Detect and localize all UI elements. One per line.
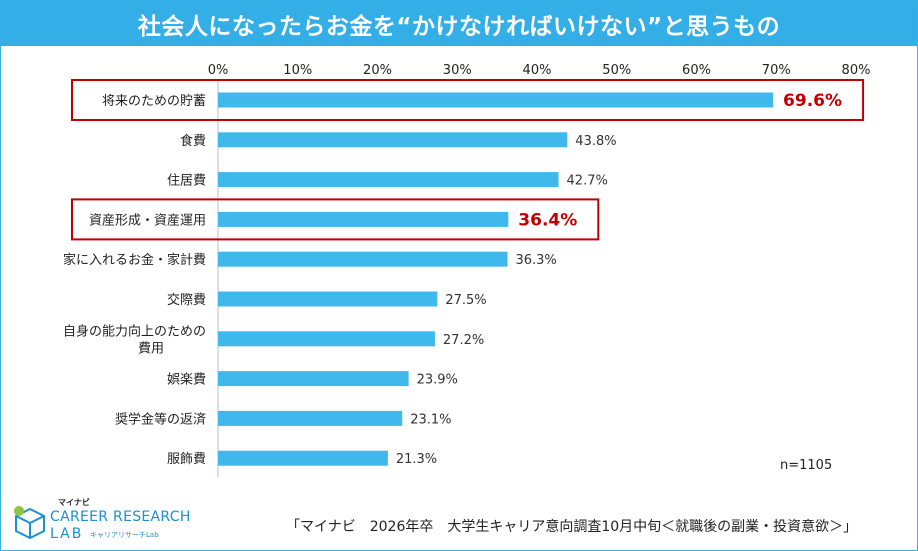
category-label: 自身の能力向上のための費用 [63, 323, 206, 356]
bar [218, 251, 508, 267]
x-tick-label: 20% [363, 63, 392, 78]
chart-title: 社会人になったらお金を“かけなければいけない”と思うもの [137, 13, 781, 40]
cube-logo-icon [14, 506, 45, 540]
x-tick-label: 70% [762, 63, 791, 78]
logo-line2: LAB [50, 526, 84, 542]
bar [218, 291, 438, 307]
value-label: 69.6% [783, 91, 842, 111]
bar [218, 211, 509, 227]
x-tick-label: 0% [208, 63, 229, 78]
category-label: 食費 [180, 133, 206, 149]
value-label: 21.3% [396, 452, 437, 467]
value-label: 27.5% [445, 293, 486, 308]
title-bar: 社会人になったらお金を“かけなければいけない”と思うもの [1, 1, 917, 46]
x-tick-label: 80% [842, 63, 871, 78]
x-tick-label: 10% [283, 63, 312, 78]
source-citation: 「マイナビ 2026年卒 大学生キャリア意向調査10月中旬＜就職後の副業・投資意… [286, 519, 858, 535]
sample-size-note: n=1105 [780, 458, 833, 473]
category-label: 住居費 [167, 174, 206, 189]
logo-brand: マイナビ [58, 498, 90, 507]
category-label: 交際費 [167, 292, 206, 308]
value-label: 42.7% [567, 174, 608, 189]
highlight-box [71, 79, 865, 121]
value-label: 23.1% [410, 412, 451, 427]
bar [218, 92, 774, 108]
x-tick-label: 30% [443, 63, 472, 78]
value-label: 36.3% [515, 253, 556, 268]
bar [218, 410, 403, 426]
logo-subtitle: キャリアリサーチLab [90, 531, 159, 539]
logo-line1: CAREER RESEARCH [50, 509, 191, 525]
value-label: 43.8% [575, 134, 616, 149]
category-label: 将来のための貯蓄 [102, 94, 206, 109]
career-research-lab-logo: マイナビ CAREER RESEARCH LAB キャリアリサーチLab [12, 497, 202, 547]
bar [218, 371, 409, 387]
value-label: 36.4% [518, 210, 577, 230]
bar [218, 132, 568, 148]
x-tick-label: 60% [682, 63, 711, 78]
highlight-box [71, 198, 600, 241]
bar [218, 172, 559, 188]
category-label: 奨学金等の返済 [115, 411, 206, 427]
bar [218, 331, 435, 347]
x-tick-label: 40% [523, 63, 552, 78]
category-label: 服飾費 [167, 452, 206, 467]
category-label: 娯楽費 [167, 372, 206, 388]
category-label: 家に入れるお金・家計費 [63, 252, 206, 268]
value-label: 23.9% [417, 373, 458, 388]
x-tick-label: 50% [602, 63, 631, 78]
bar [218, 450, 388, 466]
category-label: 資産形成・資産運用 [89, 212, 206, 228]
value-label: 27.2% [443, 333, 484, 348]
